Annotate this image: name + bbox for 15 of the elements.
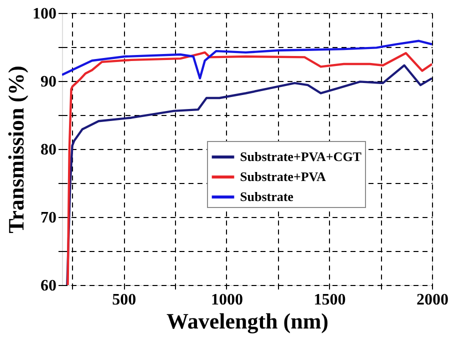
x-tick-label: 1500 bbox=[314, 292, 346, 308]
y-tick-label: 90 bbox=[40, 74, 56, 90]
y-tick-label: 100 bbox=[32, 6, 56, 22]
y-tick-label: 70 bbox=[40, 210, 56, 226]
line-series bbox=[62, 40, 432, 80]
y-axis-title: Transmission (%) bbox=[4, 66, 28, 234]
legend-label: Substrate+PVA bbox=[240, 169, 327, 184]
y-tick-label: 60 bbox=[40, 278, 56, 294]
y-tick-label: 80 bbox=[40, 142, 56, 158]
legend-label: Substrate bbox=[240, 189, 294, 204]
x-tick-label: 2000 bbox=[416, 292, 448, 308]
legend-label: Substrate+PVA+CGT bbox=[240, 149, 362, 164]
x-tick-label: 500 bbox=[112, 292, 136, 308]
x-axis-title: Wavelength (nm) bbox=[166, 308, 328, 334]
x-tick-label: 1000 bbox=[210, 292, 243, 308]
